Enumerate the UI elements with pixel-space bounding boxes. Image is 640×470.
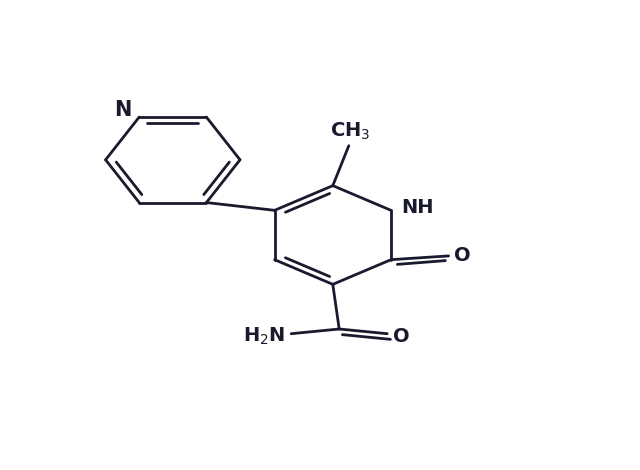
Text: NH: NH bbox=[402, 198, 434, 218]
Text: CH$_3$: CH$_3$ bbox=[330, 121, 371, 142]
Text: O: O bbox=[393, 327, 410, 345]
Text: O: O bbox=[454, 246, 471, 266]
Text: H$_2$N: H$_2$N bbox=[243, 325, 285, 347]
Text: N: N bbox=[115, 100, 132, 120]
